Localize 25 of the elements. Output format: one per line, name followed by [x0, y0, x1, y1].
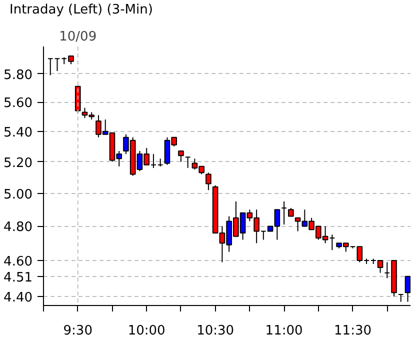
x-tick-label: 11:00 [265, 324, 303, 338]
x-tick-label: 9:30 [63, 324, 92, 338]
candlestick [54, 58, 60, 72]
candlestick [404, 276, 410, 302]
candlestick [206, 172, 212, 191]
y-tick-label: 4.60 [4, 254, 33, 270]
y-tick-label: 5.60 [4, 96, 33, 112]
candlestick [178, 150, 184, 162]
y-tick-label: 5.00 [4, 187, 33, 202]
ref-line-label: 10/09 [59, 30, 97, 44]
candlestick [157, 158, 164, 167]
y-tick-label: 4.40 [4, 290, 33, 306]
chart-title: Intraday (Left) (3-Min) [10, 2, 153, 18]
x-tick-label: 11:30 [334, 324, 372, 338]
candlestick [398, 294, 404, 302]
candlestick [281, 200, 287, 226]
candlestick [184, 156, 191, 168]
y-tick-label: 4.80 [4, 220, 33, 236]
y-tick-label: 4.51 [4, 270, 33, 286]
y-tick-label: 5.20 [4, 156, 33, 171]
x-tick-label: 10:00 [128, 324, 166, 338]
y-tick-label: 5.80 [4, 68, 33, 83]
x-tick-label: 10:30 [196, 324, 234, 338]
candlestick [47, 58, 54, 76]
y-tick-label: 5.40 [4, 125, 33, 140]
